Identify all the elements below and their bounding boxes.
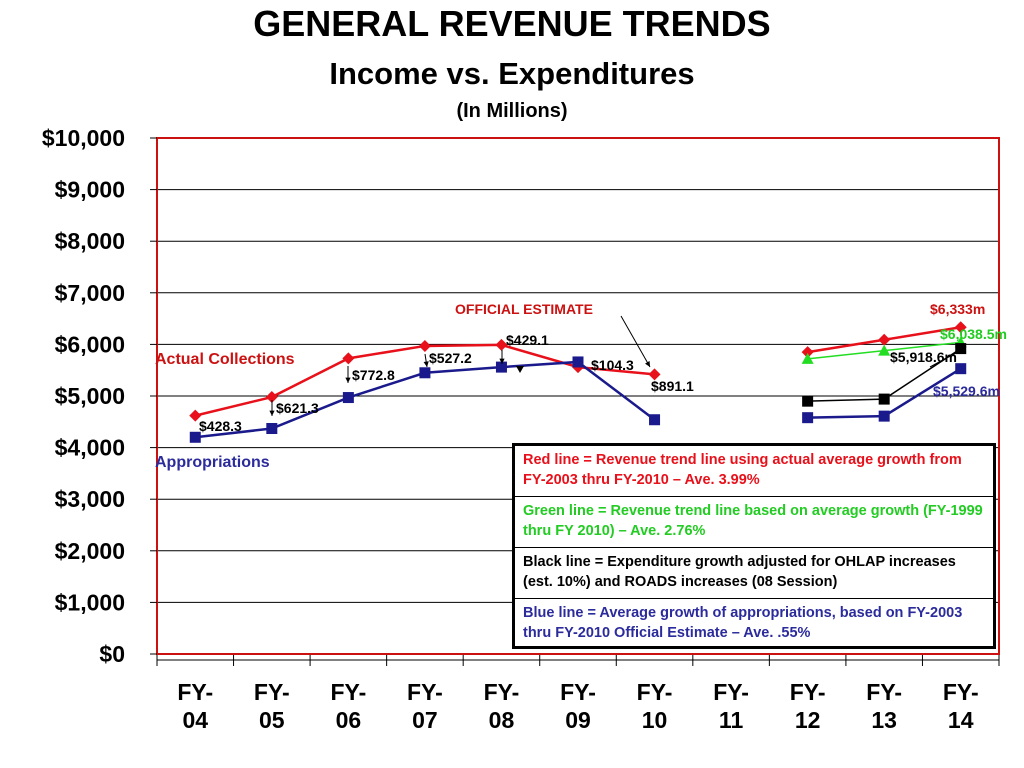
end-label-red: $6,333m xyxy=(930,301,985,317)
data-point-black xyxy=(802,395,814,407)
chart-unit-note: (In Millions) xyxy=(456,100,567,122)
end-label-blue: $5,529.6m xyxy=(933,383,1000,399)
y-tick-label: $8,000 xyxy=(55,228,125,254)
data-point-actual xyxy=(648,368,661,381)
gap-label-fy06: $772.8 xyxy=(352,367,395,383)
data-point-appropriations xyxy=(572,356,584,368)
series-label-appropriations: Appropriations xyxy=(155,454,270,471)
gap-label-fy09: $104.3 xyxy=(591,357,634,373)
gap-label-fy08: $429.1 xyxy=(506,332,549,348)
data-point-actual xyxy=(189,409,202,422)
end-label-green: $6,038.5m xyxy=(940,326,1007,342)
x-tick-label: FY-05 xyxy=(254,679,290,733)
y-tick-label: $3,000 xyxy=(55,486,125,512)
series-label-actual: Actual Collections xyxy=(155,351,295,368)
data-point-green xyxy=(878,344,891,356)
y-tick-label: $9,000 xyxy=(55,177,125,203)
x-tick-label: FY-13 xyxy=(866,679,902,733)
gap-arrow-fy08-head xyxy=(499,358,505,364)
data-point-appropriations xyxy=(878,410,890,422)
y-tick-label: $10,000 xyxy=(42,125,125,151)
data-point-appropriations xyxy=(955,363,967,375)
x-tick-label: FY-08 xyxy=(484,679,520,733)
x-tick-label: FY-04 xyxy=(177,679,213,733)
data-point-appropriations xyxy=(802,412,814,424)
x-tick-label: FY-14 xyxy=(943,679,979,733)
end-leader-black xyxy=(929,348,964,368)
gridlines xyxy=(157,189,999,603)
x-tick-label: FY-09 xyxy=(560,679,596,733)
gap-label-fy05: $621.3 xyxy=(276,400,319,416)
end-label-black: $5,918.6m xyxy=(890,349,957,365)
data-point-actual xyxy=(265,391,278,404)
y-tick-label: $7,000 xyxy=(55,280,125,306)
data-point-green xyxy=(801,352,814,364)
y-tick-label: $5,000 xyxy=(55,383,125,409)
gap-arrow-fy07-head xyxy=(423,361,429,367)
chart-title: GENERAL REVENUE TRENDS xyxy=(253,3,770,44)
x-tick-label: FY-12 xyxy=(790,679,826,733)
x-tick-label: FY-10 xyxy=(637,679,673,733)
axes: $0 $1,000 $2,000 $3,000 $4,000 $5,000 $6,000 $7… xyxy=(42,125,1000,733)
data-point-actual xyxy=(495,338,508,351)
data-point-appropriations xyxy=(649,414,661,426)
gap-label-fy07: $527.2 xyxy=(429,350,472,366)
gap-arrow-fy05-head xyxy=(269,410,275,416)
series-lines xyxy=(189,321,967,443)
data-point-appropriations xyxy=(266,423,278,435)
data-point-actual xyxy=(878,333,891,346)
official-estimate-label: OFFICIAL ESTIMATE xyxy=(455,301,593,317)
data-point-black xyxy=(878,393,890,405)
legend-box: Red line = Revenue trend line using actu… xyxy=(512,443,996,649)
legend-item-green: Green line = Revenue trend line based on… xyxy=(515,497,993,548)
x-tick-label: FY-06 xyxy=(330,679,366,733)
y-tick-label: $4,000 xyxy=(55,435,125,461)
data-point-actual xyxy=(342,352,355,365)
gap-arrow-fy06-head xyxy=(345,377,351,383)
official-estimate-arrow-head xyxy=(645,361,650,367)
gap-label-fy10: $891.1 xyxy=(651,378,694,394)
legend-item-red: Red line = Revenue trend line using actu… xyxy=(515,446,993,497)
legend-item-blue: Blue line = Average growth of appropriat… xyxy=(523,605,963,641)
y-tick-label: $6,000 xyxy=(55,331,125,357)
data-point-actual xyxy=(418,339,431,352)
data-point-appropriations xyxy=(189,431,201,443)
x-tick-label: FY-07 xyxy=(407,679,443,733)
data-point-appropriations xyxy=(419,367,431,379)
data-point-actual xyxy=(801,346,814,359)
data-point-black xyxy=(955,343,967,355)
x-tick-label: FY-11 xyxy=(713,679,749,733)
gap-label-fy04: $428.3 xyxy=(199,418,242,434)
chart-subtitle: Income vs. Expenditures xyxy=(329,56,694,91)
data-point-actual xyxy=(954,321,967,334)
gap-marker-fy08 xyxy=(516,366,524,373)
data-point-appropriations xyxy=(495,361,507,373)
annotations: Actual Collections Appropriations OFFICIAL… xyxy=(155,301,1007,471)
y-tick-label: $1,000 xyxy=(55,589,125,615)
data-point-appropriations xyxy=(342,392,354,404)
legend-item-black: Black line = Expenditure growth adjusted… xyxy=(515,548,993,599)
official-estimate-arrow xyxy=(620,315,651,368)
y-tick-label: $0 xyxy=(99,641,125,667)
y-tick-label: $2,000 xyxy=(55,538,125,564)
